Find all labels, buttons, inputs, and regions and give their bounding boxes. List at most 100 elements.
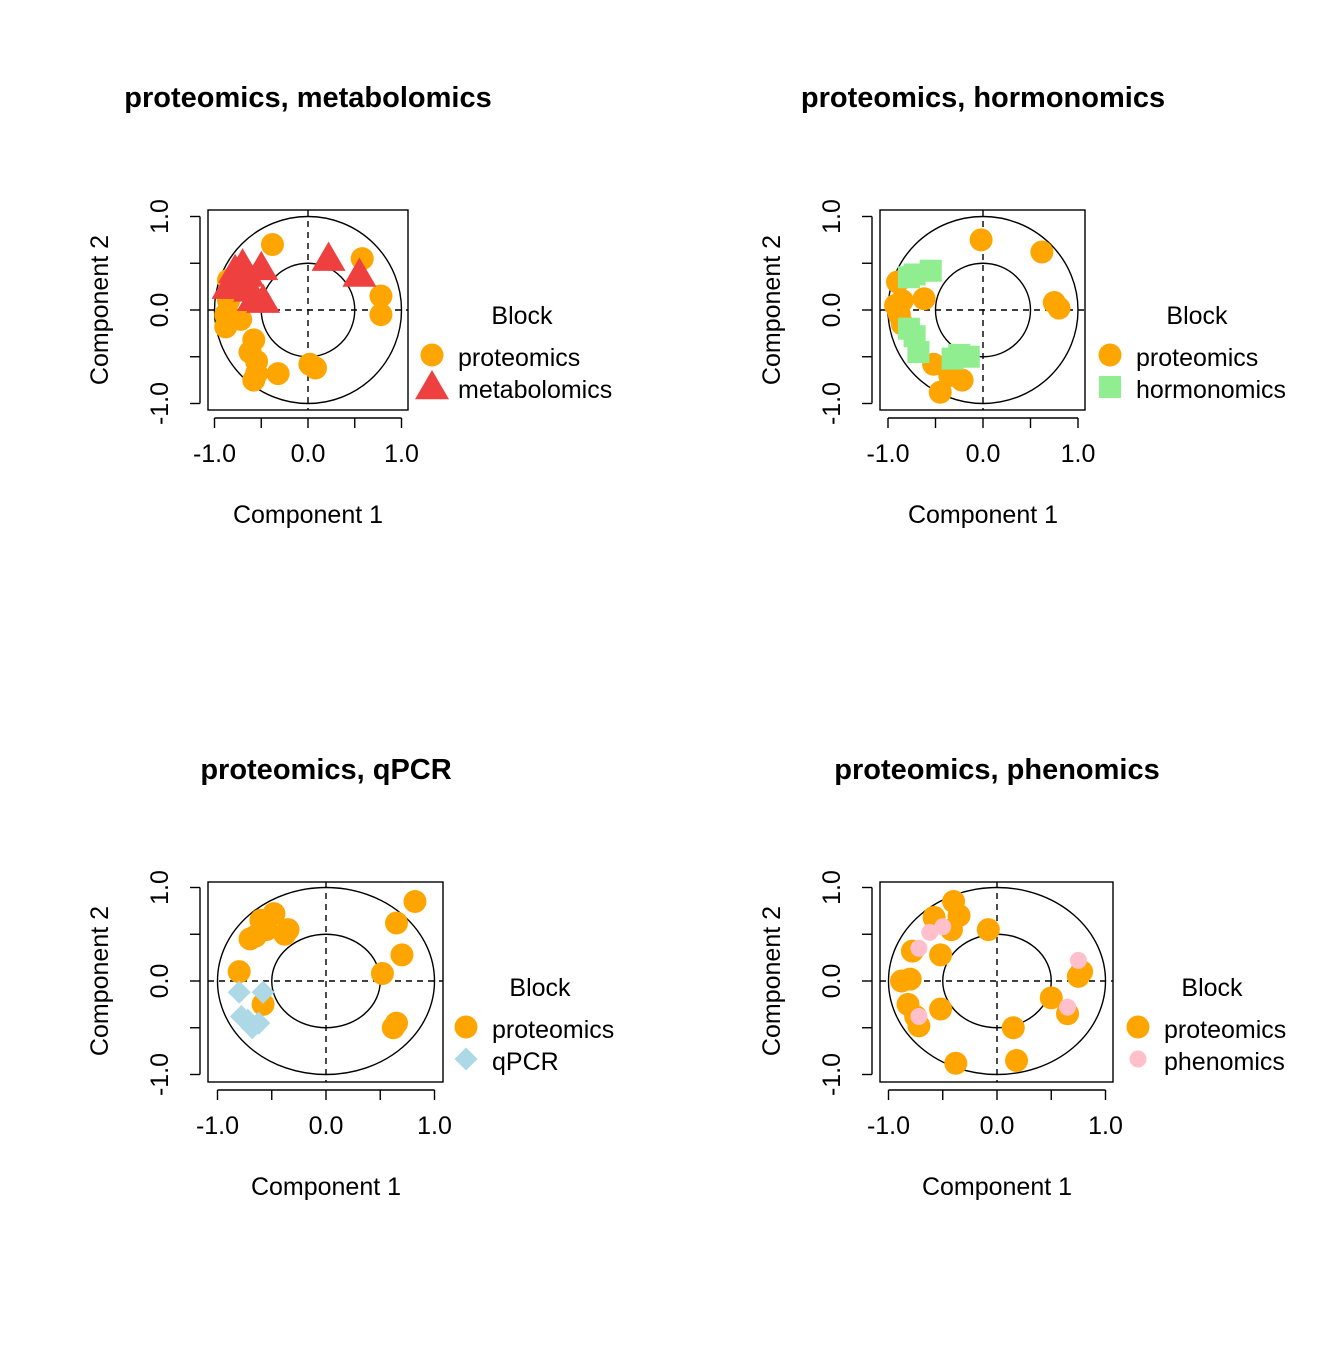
legend-marker-proteomics — [1126, 1015, 1150, 1039]
phenomics-point — [1069, 951, 1087, 969]
series-metabolomics — [211, 241, 377, 313]
y-tick-label: 0.0 — [146, 293, 174, 328]
y-tick-label: -1.0 — [146, 382, 174, 425]
proteomics-point — [1047, 296, 1071, 320]
y-axis-title: Component 2 — [86, 235, 114, 385]
x-tick-label: -1.0 — [866, 440, 909, 468]
x-tick-label: 0.0 — [980, 1112, 1015, 1140]
proteomics-point — [969, 228, 993, 252]
proteomics-point — [898, 967, 922, 991]
legend-title: Block — [491, 302, 553, 330]
legend-label-proteomics: proteomics — [458, 344, 580, 372]
proteomics-point — [385, 911, 409, 935]
proteomics-point — [266, 362, 290, 386]
x-tick-label: 1.0 — [1088, 1112, 1123, 1140]
x-tick-label: -1.0 — [193, 440, 236, 468]
y-tick-label: -1.0 — [818, 1053, 846, 1096]
proteomics-point — [251, 992, 275, 1016]
qPCR-point — [251, 980, 275, 1004]
proteomics-point — [929, 943, 953, 967]
proteomics-point — [243, 924, 267, 948]
metabolomics-point — [342, 257, 377, 287]
y-tick-label: 1.0 — [818, 870, 846, 905]
proteomics-point — [912, 287, 936, 311]
proteomics-point — [229, 307, 253, 331]
y-tick-label: 1.0 — [146, 870, 174, 905]
legend-label-qPCR: qPCR — [492, 1048, 559, 1076]
proteomics-point — [403, 890, 427, 914]
series-proteomics — [890, 890, 1094, 1075]
legend-label-proteomics: proteomics — [492, 1016, 614, 1044]
legend-label-metabolomics: metabolomics — [458, 376, 612, 404]
proteomics-point — [976, 918, 1000, 942]
x-axis-title: Component 1 — [233, 501, 383, 529]
y-axis-title: Component 2 — [86, 906, 114, 1056]
x-tick-label: -1.0 — [196, 1112, 239, 1140]
x-tick-label: 0.0 — [966, 440, 1001, 468]
y-axis-title: Component 2 — [758, 906, 786, 1056]
outer-circle — [213, 215, 403, 405]
proteomics-point — [303, 356, 327, 380]
qPCR-point — [240, 1016, 264, 1040]
hormonomics-point — [919, 259, 942, 282]
x-tick-label: 1.0 — [384, 440, 419, 468]
legend: Block proteomics phenomics — [1126, 974, 1286, 1076]
y-tick-label: 0.0 — [146, 964, 174, 999]
legend-marker-phenomics — [1129, 1050, 1147, 1068]
hormonomics-point — [907, 341, 930, 364]
y-tick-label: 0.0 — [818, 293, 846, 328]
proteomics-point — [944, 1051, 968, 1075]
proteomics-point — [381, 1016, 405, 1040]
proteomics-point — [260, 233, 284, 257]
legend-label-phenomics: phenomics — [1164, 1048, 1285, 1076]
metabolomics-point — [246, 283, 281, 313]
chart-panel-2: proteomics, hormonomics -1.0 0.0 1.0 -1.0 0.0… — [758, 82, 1286, 529]
phenomics-point — [910, 939, 928, 957]
x-axis-title: Component 1 — [251, 1173, 401, 1201]
proteomics-point — [390, 943, 414, 967]
legend-label-hormonomics: hormonomics — [1136, 376, 1286, 404]
proteomics-point — [1005, 1048, 1029, 1072]
proteomics-point — [1066, 964, 1090, 988]
legend: Block proteomics metabolomics — [415, 302, 612, 404]
proteomics-point — [1001, 1016, 1025, 1040]
proteomics-point — [1039, 986, 1063, 1010]
proteomics-point — [950, 368, 974, 392]
legend-marker-qPCR — [454, 1047, 478, 1071]
proteomics-point — [1030, 240, 1054, 264]
proteomics-point — [929, 997, 953, 1021]
legend-marker-proteomics — [420, 343, 444, 367]
x-axis-title: Component 1 — [908, 501, 1058, 529]
hormonomics-point — [957, 345, 980, 368]
chart-title: proteomics, metabolomics — [124, 82, 491, 114]
legend-label-proteomics: proteomics — [1164, 1016, 1286, 1044]
chart-panel-4: proteomics, phenomics -1.0 0.0 1.0 -1.0 0.0 1.… — [758, 754, 1286, 1201]
legend-marker-metabolomics — [415, 370, 449, 400]
proteomics-point — [242, 368, 266, 392]
phenomics-point — [921, 923, 939, 941]
legend-title: Block — [1181, 974, 1243, 1002]
chart-panel-1: proteomics, metabolomics -1.0 0.0 1.0 -1.0 0.… — [86, 82, 612, 529]
phenomics-point — [1059, 998, 1077, 1016]
y-tick-label: -1.0 — [818, 382, 846, 425]
phenomics-point — [910, 1008, 928, 1026]
series-qPCR — [227, 980, 275, 1040]
proteomics-point — [369, 303, 393, 327]
x-tick-label: 1.0 — [417, 1112, 452, 1140]
x-tick-label: 0.0 — [291, 440, 326, 468]
y-axis-title: Component 2 — [758, 235, 786, 385]
x-tick-label: 1.0 — [1061, 440, 1096, 468]
y-tick-label: -1.0 — [146, 1053, 174, 1096]
y-tick-label: 0.0 — [818, 964, 846, 999]
proteomics-point — [273, 922, 297, 946]
series-hormonomics — [897, 259, 980, 370]
phenomics-point — [934, 918, 952, 936]
metabolomics-point — [311, 241, 346, 271]
chart-title: proteomics, phenomics — [834, 754, 1160, 786]
legend-marker-hormonomics — [1099, 376, 1121, 398]
series-phenomics — [910, 918, 1087, 1026]
legend: Block proteomics hormonomics — [1098, 302, 1286, 404]
proteomics-point — [928, 380, 952, 404]
legend-title: Block — [1166, 302, 1228, 330]
